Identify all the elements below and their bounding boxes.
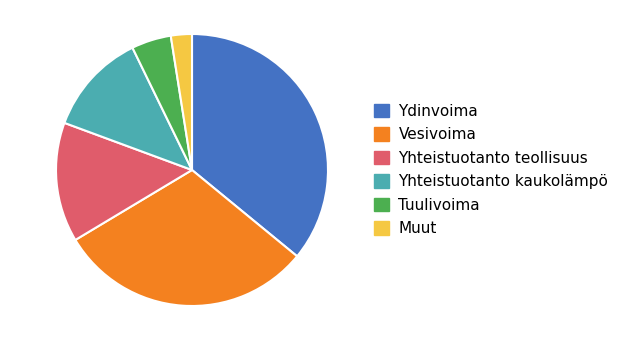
Wedge shape [76, 170, 297, 306]
Wedge shape [132, 36, 192, 170]
Legend: Ydinvoima, Vesivoima, Yhteistuotanto teollisuus, Yhteistuotanto kaukolämpö, Tuul: Ydinvoima, Vesivoima, Yhteistuotanto teo… [374, 104, 609, 236]
Wedge shape [56, 123, 192, 240]
Wedge shape [65, 48, 192, 170]
Wedge shape [171, 34, 192, 170]
Wedge shape [192, 34, 328, 256]
